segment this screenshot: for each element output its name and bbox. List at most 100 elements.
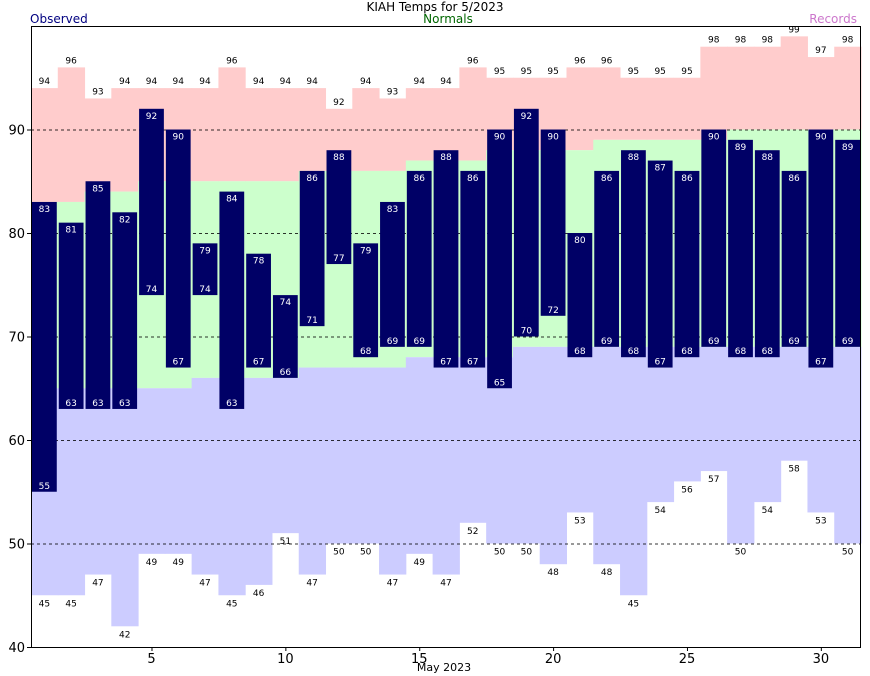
record-high-label: 95 xyxy=(494,67,505,77)
observed-bar xyxy=(165,129,191,368)
record-high-band xyxy=(620,77,648,140)
observed-bar xyxy=(272,295,298,378)
observed-low-label: 69 xyxy=(842,337,854,347)
record-low-band xyxy=(298,367,327,575)
observed-high-label: 83 xyxy=(387,205,398,215)
record-high-label: 96 xyxy=(601,56,613,66)
record-low-band xyxy=(84,388,112,575)
observed-bar xyxy=(85,181,111,409)
record-low-label: 47 xyxy=(440,579,451,589)
record-low-label: 45 xyxy=(628,599,639,609)
observed-bar xyxy=(112,212,138,409)
record-high-label: 96 xyxy=(65,56,77,66)
record-low-label: 50 xyxy=(360,548,372,558)
observed-low-label: 74 xyxy=(199,285,211,295)
record-low-label: 50 xyxy=(494,548,506,558)
observed-bar xyxy=(513,108,539,337)
record-high-band xyxy=(753,46,782,130)
observed-low-label: 68 xyxy=(628,347,640,357)
x-axis-title: May 2023 xyxy=(416,661,472,674)
x-tick-label: 10 xyxy=(277,652,294,667)
observed-high-label: 86 xyxy=(601,174,613,184)
observed-high-label: 89 xyxy=(735,143,747,153)
record-high-band xyxy=(727,46,755,130)
record-low-label: 53 xyxy=(815,516,826,526)
x-tick-label: 20 xyxy=(545,652,562,667)
record-high-band xyxy=(646,77,675,140)
y-tick-label: 90 xyxy=(8,124,25,139)
observed-bar xyxy=(808,129,834,368)
record-low-band xyxy=(753,346,782,503)
record-low-label: 52 xyxy=(467,527,478,537)
record-high-label: 94 xyxy=(440,77,452,87)
record-high-band xyxy=(459,67,487,161)
observed-low-label: 68 xyxy=(360,347,372,357)
legend-observed: Observed xyxy=(30,12,88,26)
observed-low-label: 67 xyxy=(253,358,264,368)
observed-low-label: 68 xyxy=(574,347,586,357)
record-low-label: 56 xyxy=(681,485,693,495)
record-low-band xyxy=(727,346,755,544)
observed-low-label: 68 xyxy=(681,347,693,357)
record-high-band xyxy=(245,88,273,182)
observed-low-label: 69 xyxy=(708,337,720,347)
observed-high-label: 87 xyxy=(654,164,665,174)
observed-bar xyxy=(835,139,860,347)
observed-low-label: 69 xyxy=(413,337,425,347)
observed-bar xyxy=(406,170,432,347)
legend-records: Records xyxy=(809,12,857,26)
record-low-label: 45 xyxy=(65,599,76,609)
record-high-band xyxy=(57,67,86,202)
record-low-label: 57 xyxy=(708,475,719,485)
observed-bars xyxy=(32,108,860,492)
observed-low-label: 63 xyxy=(65,399,76,409)
observed-bar xyxy=(433,150,459,368)
record-low-label: 48 xyxy=(601,568,613,578)
observed-low-label: 65 xyxy=(494,378,505,388)
record-high-label: 98 xyxy=(735,36,747,46)
record-low-label: 49 xyxy=(146,558,158,568)
record-low-band xyxy=(566,346,594,513)
observed-bar xyxy=(139,108,164,296)
observed-low-label: 67 xyxy=(467,358,478,368)
record-low-label: 48 xyxy=(547,568,559,578)
record-low-label: 50 xyxy=(735,548,747,558)
y-tick-label: 70 xyxy=(8,331,25,346)
record-high-label: 94 xyxy=(39,77,51,87)
observed-bar xyxy=(219,191,245,409)
plot-frame xyxy=(31,26,861,648)
record-low-band xyxy=(620,346,648,596)
observed-high-label: 78 xyxy=(253,257,265,267)
observed-bar xyxy=(380,201,405,347)
observed-high-label: 86 xyxy=(413,174,425,184)
record-low-label: 42 xyxy=(119,630,130,640)
observed-low-label: 67 xyxy=(440,358,451,368)
observed-low-label: 67 xyxy=(815,358,826,368)
record-high-label: 94 xyxy=(413,77,425,87)
observed-bar xyxy=(32,201,57,492)
observed-low-label: 63 xyxy=(226,399,237,409)
observed-low-label: 55 xyxy=(39,482,50,492)
record-high-label: 95 xyxy=(654,67,665,77)
record-high-band xyxy=(84,98,112,192)
y-tick-label: 40 xyxy=(8,641,25,656)
record-high-label: 93 xyxy=(387,87,398,97)
record-low-label: 47 xyxy=(387,579,398,589)
record-high-band xyxy=(271,88,300,182)
observed-high-label: 82 xyxy=(119,215,130,225)
record-high-label: 98 xyxy=(842,36,854,46)
observed-high-label: 90 xyxy=(494,133,506,143)
observed-high-label: 86 xyxy=(788,174,800,184)
record-low-band xyxy=(191,377,219,575)
record-low-label: 53 xyxy=(574,516,585,526)
record-high-label: 94 xyxy=(360,77,372,87)
record-high-band xyxy=(111,88,139,192)
legend-normals: Normals xyxy=(423,12,473,26)
record-high-label: 92 xyxy=(333,98,344,108)
record-low-band xyxy=(271,377,300,534)
record-high-label: 97 xyxy=(815,46,826,56)
record-low-label: 50 xyxy=(842,548,854,558)
record-high-label: 95 xyxy=(628,67,639,77)
record-low-band xyxy=(780,346,808,461)
